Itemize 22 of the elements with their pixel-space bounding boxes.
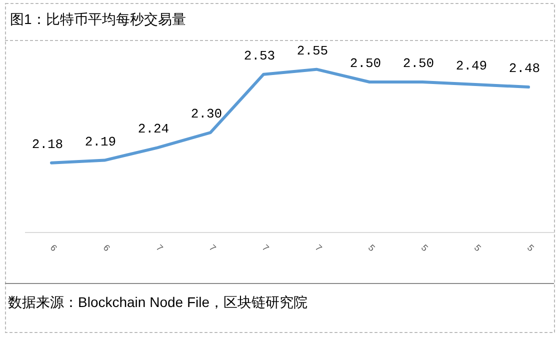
x-tick-label: 5 xyxy=(366,242,377,254)
data-label: 2.24 xyxy=(138,122,170,137)
data-label: 2.50 xyxy=(402,56,434,71)
x-tick-label: 6 xyxy=(101,242,112,254)
data-label: 2.48 xyxy=(508,61,540,76)
data-label: 2.49 xyxy=(456,58,488,74)
x-tick-label: 5 xyxy=(472,242,483,254)
chart-title: 图1：比特币平均每秒交易量 xyxy=(10,11,186,27)
data-label: 2.18 xyxy=(32,136,64,152)
data-label: 2.30 xyxy=(190,106,222,122)
x-tick-label: 7 xyxy=(207,242,218,254)
data-label: 2.50 xyxy=(350,56,382,71)
data-label: 2.19 xyxy=(84,134,116,150)
source-note: 数据来源：Blockchain Node File，区块链研究院 xyxy=(8,294,308,310)
x-tick-label: 7 xyxy=(260,242,271,254)
x-tick-label: 5 xyxy=(525,242,536,254)
x-tick-label: 7 xyxy=(313,242,324,254)
data-label: 2.55 xyxy=(296,43,328,58)
x-tick-label: 6 xyxy=(48,242,59,254)
x-tick-label: 5 xyxy=(419,242,430,254)
x-tick-label: 7 xyxy=(154,242,165,254)
data-label: 2.53 xyxy=(244,48,276,64)
